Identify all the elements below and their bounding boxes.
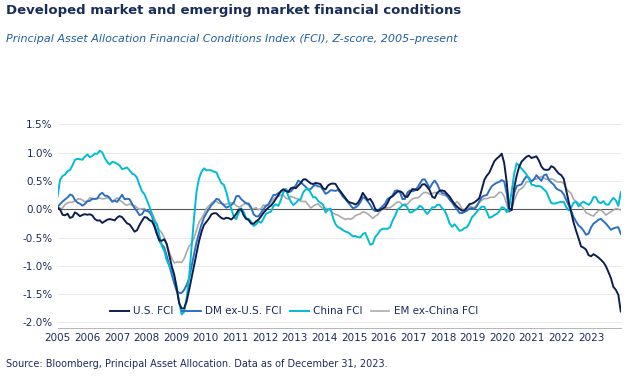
Text: Source: Bloomberg, Principal Asset Allocation. Data as of December 31, 2023.: Source: Bloomberg, Principal Asset Alloc… [6, 359, 388, 369]
Legend: U.S. FCI, DM ex-U.S. FCI, China FCI, EM ex-China FCI: U.S. FCI, DM ex-U.S. FCI, China FCI, EM … [106, 302, 482, 320]
Text: Developed market and emerging market financial conditions: Developed market and emerging market fin… [6, 4, 461, 17]
Text: Principal Asset Allocation Financial Conditions Index (FCI), Z-score, 2005–prese: Principal Asset Allocation Financial Con… [6, 34, 458, 44]
